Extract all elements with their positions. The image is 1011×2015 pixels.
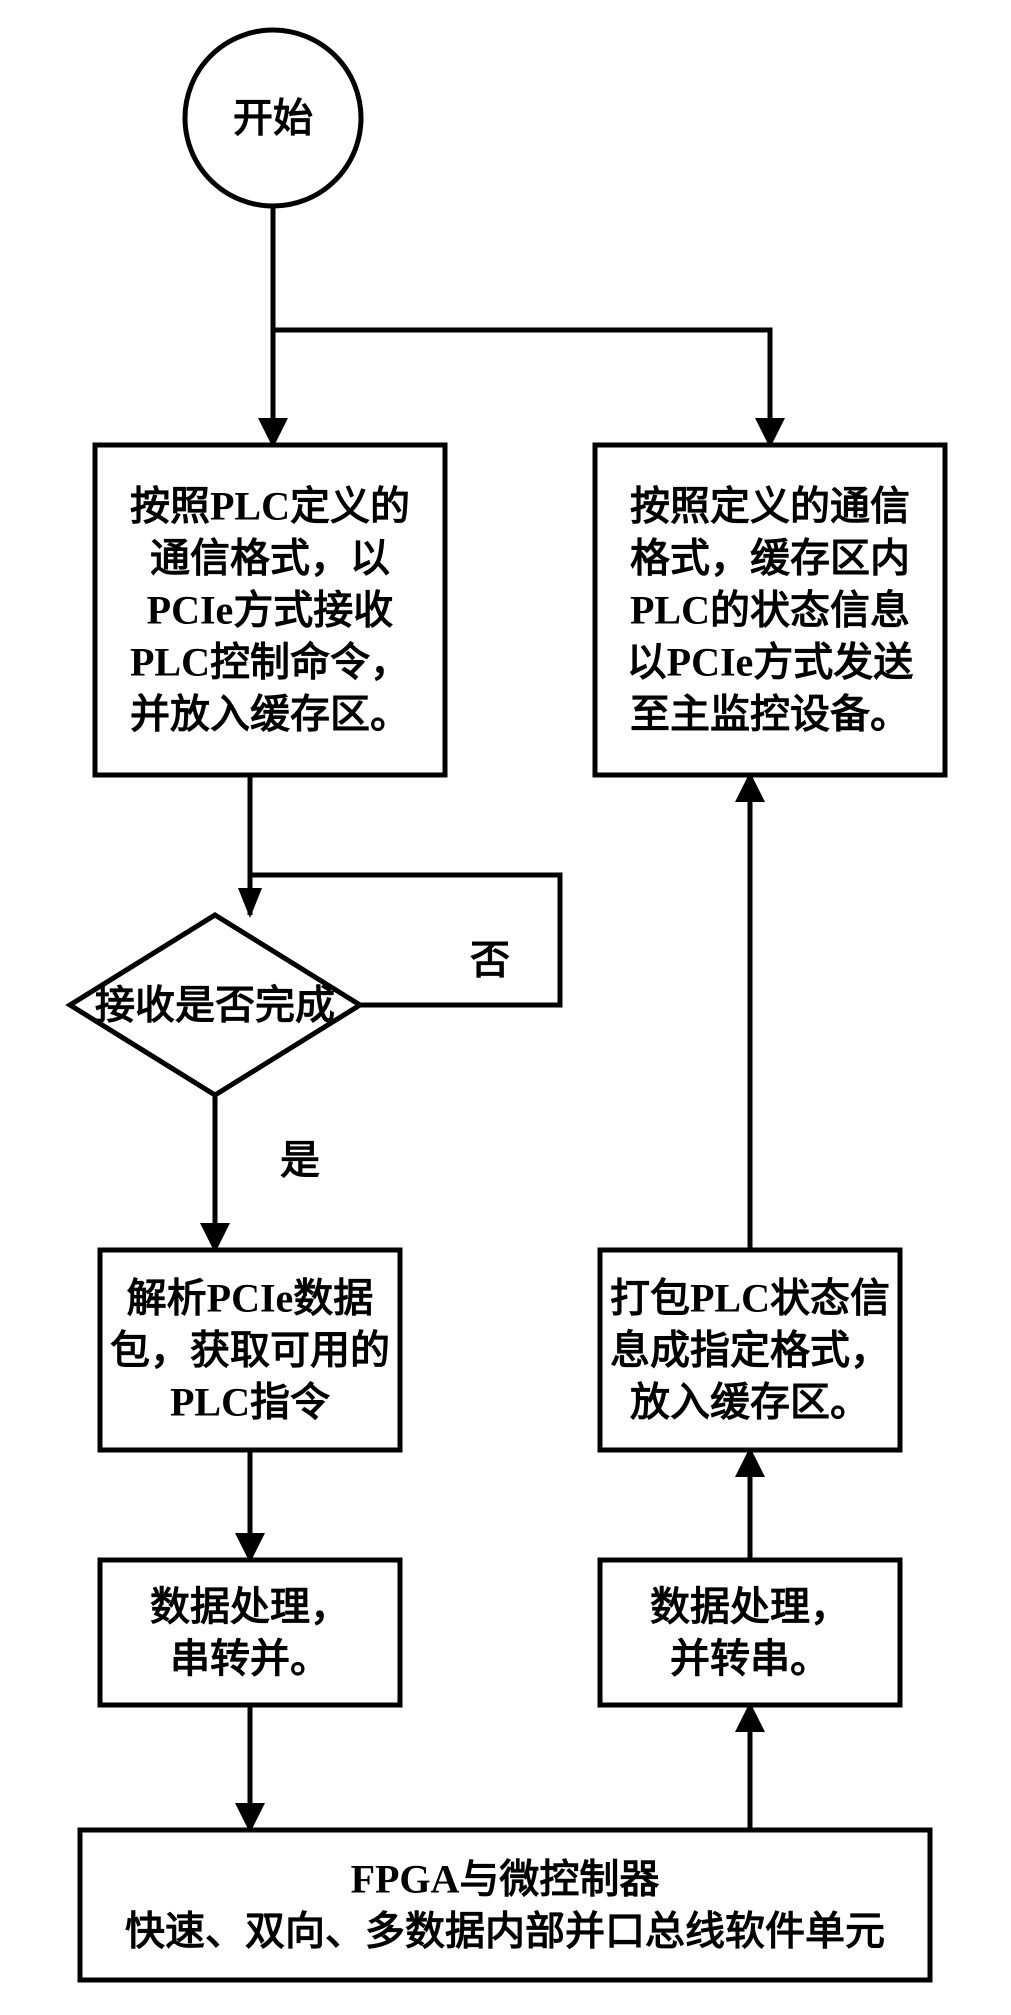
node-text: 打包PLC状态信 — [610, 1276, 890, 1321]
node-text: 数据处理， — [150, 1584, 350, 1629]
edge — [273, 330, 770, 445]
node-text: 息成指定格式， — [610, 1328, 890, 1373]
node-text: 并转串。 — [670, 1636, 830, 1681]
node-text: 格式，缓存区内 — [630, 536, 910, 581]
node-text: 开始 — [233, 96, 313, 141]
node-text: 至主监控设备。 — [630, 692, 910, 737]
node-text: 放入缓存区。 — [630, 1380, 870, 1425]
node-s2p — [100, 1560, 400, 1705]
label-yes: 是 — [280, 1138, 320, 1183]
node-text: PLC控制命令， — [130, 640, 410, 685]
node-text: PCIe方式接收 — [147, 588, 394, 633]
node-text: 通信格式，以 — [150, 536, 390, 581]
node-bus — [80, 1830, 930, 1980]
node-text: 解析PCIe数据 — [127, 1276, 374, 1321]
label-no: 否 — [470, 938, 510, 983]
node-text: 以PCIe方式发送 — [627, 640, 914, 685]
node-text: PLC的状态信息 — [630, 588, 910, 633]
node-text: 数据处理， — [650, 1584, 850, 1629]
node-text: 按照定义的通信 — [630, 484, 910, 529]
node-text: PLC指令 — [170, 1380, 331, 1425]
node-text: 包，获取可用的 — [110, 1328, 390, 1373]
node-text: 串转并。 — [170, 1636, 330, 1681]
node-text: 并放入缓存区。 — [130, 692, 410, 737]
node-p2s — [600, 1560, 900, 1705]
node-text: FPGA与微控制器 — [351, 1857, 661, 1902]
node-text: 按照PLC定义的 — [130, 484, 410, 529]
node-text: 快速、双向、多数据内部并口总线软件单元 — [125, 1909, 885, 1954]
node-text: 接收是否完成 — [95, 983, 335, 1028]
